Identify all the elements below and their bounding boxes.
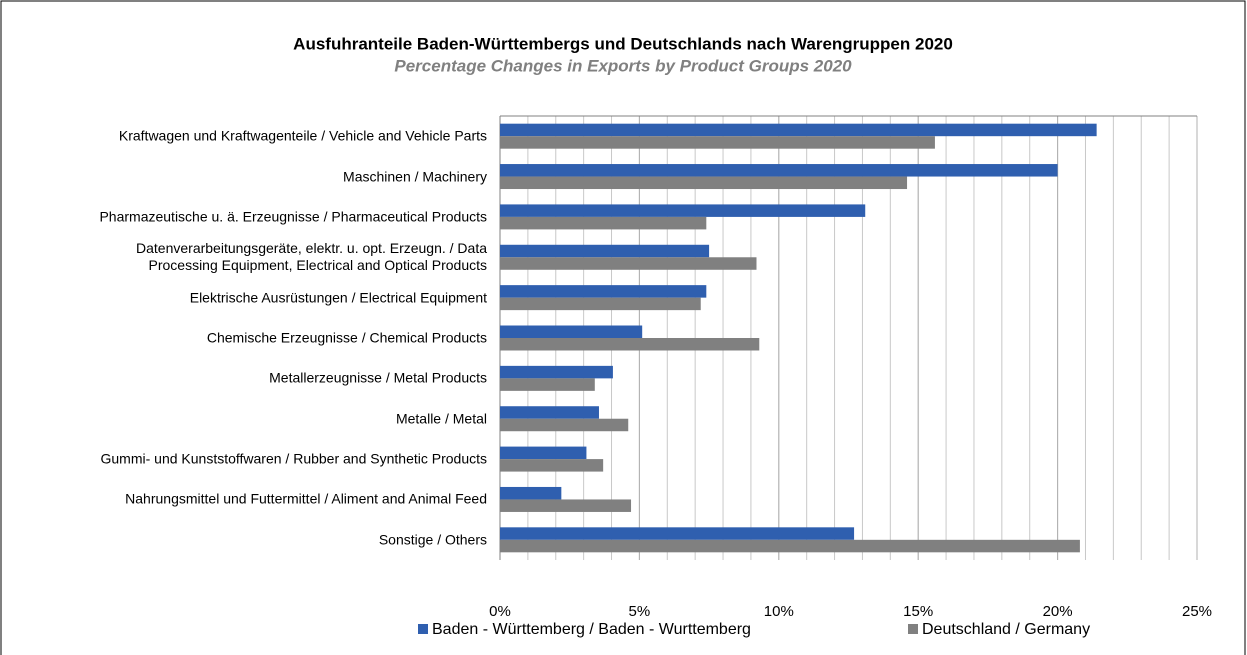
bar xyxy=(500,164,1058,177)
bar xyxy=(500,216,707,230)
y-tick-label: Chemische Erzeugnisse / Chemical Product… xyxy=(206,329,487,346)
bar xyxy=(500,459,604,472)
legend-swatch xyxy=(418,624,428,634)
y-tick-label: Nahrungsmittel und Futtermittel / Alimen… xyxy=(125,490,487,507)
y-tick-label: Maschinen / Machinery xyxy=(343,168,487,185)
legend-swatch xyxy=(908,624,918,634)
bar xyxy=(500,446,587,460)
bar xyxy=(500,136,935,149)
x-tick-label: 0% xyxy=(489,603,511,620)
y-tick-label: Metallerzeugnisse / Metal Products xyxy=(269,369,487,386)
bar xyxy=(500,123,1097,137)
legend-label: Baden - Württemberg / Baden - Wurttember… xyxy=(432,621,751,638)
y-tick-label: Kraftwagen und Kraftwagenteile / Vehicle… xyxy=(118,127,487,144)
bar xyxy=(500,338,760,351)
y-tick-label: Metalle / Metal xyxy=(395,410,487,427)
bar xyxy=(500,325,643,338)
bar xyxy=(500,378,595,391)
bar xyxy=(500,297,701,311)
chart-subtitle: Percentage Changes in Exports by Product… xyxy=(394,56,852,75)
bar xyxy=(500,539,1080,553)
bar xyxy=(500,527,855,540)
y-tick-label: Pharmazeutische u. ä. Erzeugnisse / Phar… xyxy=(99,208,487,225)
x-tick-label: 10% xyxy=(764,603,794,620)
bar xyxy=(500,418,629,432)
y-tick-label: Elektrische Ausrüstungen / Electrical Eq… xyxy=(189,289,487,306)
bar xyxy=(500,499,632,512)
x-tick-label: 25% xyxy=(1182,603,1212,620)
bar xyxy=(500,285,707,298)
x-tick-label: 15% xyxy=(903,603,933,620)
bar xyxy=(500,406,599,419)
bar xyxy=(500,176,908,190)
y-tick-label: Gummi- und Kunststoffwaren / Rubber and … xyxy=(100,450,488,467)
chart-title: Ausfuhranteile Baden-Württembergs und De… xyxy=(293,34,953,53)
bar xyxy=(500,365,613,379)
x-tick-label: 5% xyxy=(629,603,651,620)
bar xyxy=(500,244,710,258)
y-tick-label: Datenverarbeitungsgeräte, elektr. u. opt… xyxy=(136,240,487,274)
bar xyxy=(500,257,757,270)
y-tick-label: Sonstige / Others xyxy=(378,531,487,548)
bar xyxy=(500,486,562,500)
x-tick-label: 20% xyxy=(1043,603,1073,620)
bar xyxy=(500,204,866,217)
legend-label: Deutschland / Germany xyxy=(922,621,1090,638)
